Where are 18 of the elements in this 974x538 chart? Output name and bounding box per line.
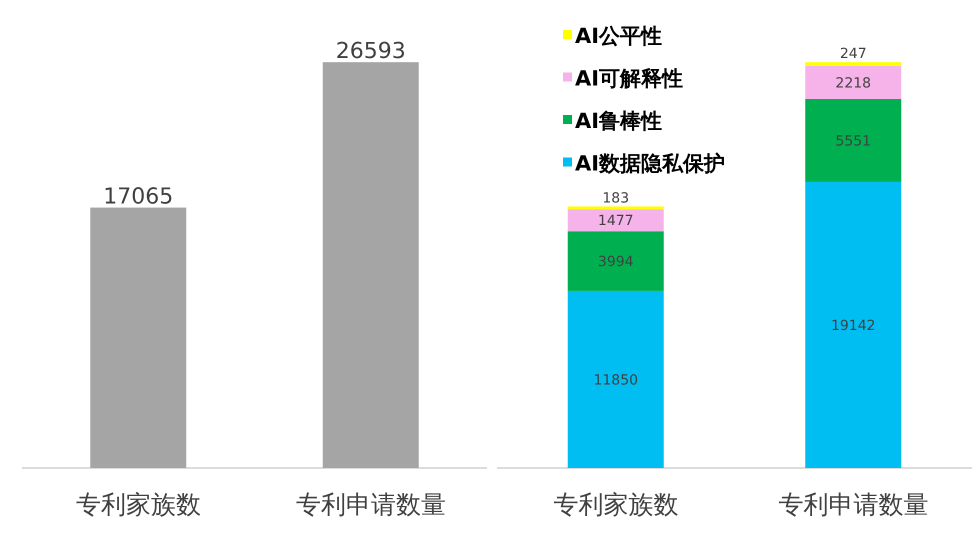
x-tick-label: 专利家族数 (553, 490, 678, 519)
x-tick-label: 专利申请数量 (778, 490, 928, 519)
data-label: 11850 (593, 372, 638, 388)
data-label: 1477 (598, 213, 634, 230)
data-label: 183 (602, 190, 630, 206)
x-tick-label: 专利申请数量 (296, 490, 446, 519)
data-label: 26593 (336, 39, 406, 64)
data-label: 2218 (835, 75, 872, 92)
data-label: 19142 (830, 318, 876, 334)
data-label: 3994 (598, 254, 634, 270)
legend-label: AI数据隐私保护 (575, 152, 726, 176)
x-tick-label: 专利家族数 (76, 490, 201, 519)
legend-label: AI可解释性 (575, 66, 684, 90)
data-label: 17065 (103, 184, 174, 210)
legend-label: AI鲁棒性 (575, 109, 662, 133)
data-label: 247 (840, 46, 867, 62)
legend-label: AI公平性 (575, 24, 662, 48)
data-label: 5551 (835, 133, 872, 150)
